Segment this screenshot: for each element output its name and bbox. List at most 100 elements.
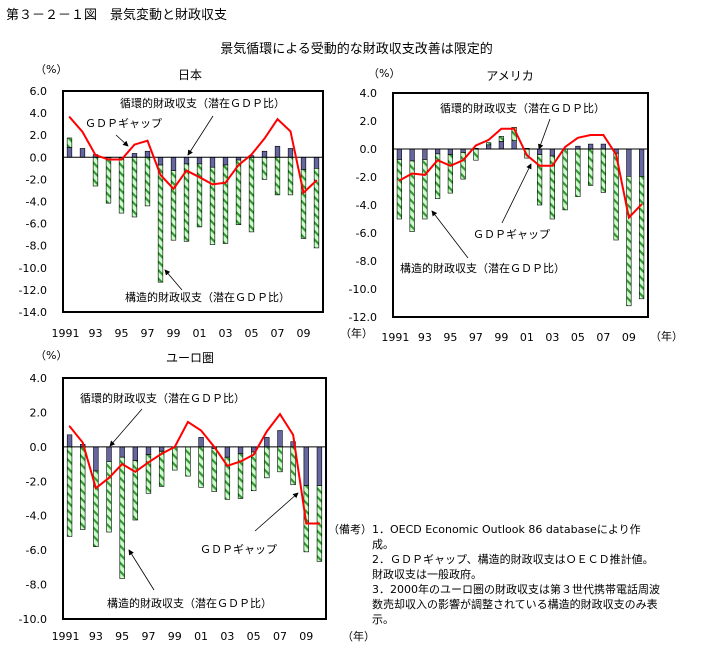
y-tick-label: 4.0 <box>30 107 48 120</box>
figure-subtitle: 景気循環による受動的な財政収支改善は限定的 <box>220 42 493 57</box>
panel-title: ユーロ圏 <box>166 351 214 365</box>
notes-label: （備考） <box>328 523 372 536</box>
gdp-gap-point <box>398 179 401 182</box>
cyclical-balance-bar <box>600 143 606 150</box>
x-tick-label: 05 <box>247 630 261 643</box>
y-tick-label: -6.0 <box>26 544 47 557</box>
gdp-gap-point <box>424 174 426 176</box>
cyclical-balance-bar <box>79 148 86 158</box>
gdp-gap-point <box>305 522 308 525</box>
structural-balance-bar <box>422 159 428 220</box>
y-tick-label: -8.0 <box>26 579 47 592</box>
gdp-gap-point <box>279 413 281 415</box>
cyclical-balance-bar <box>132 446 138 461</box>
x-tick-label: 93 <box>418 331 432 344</box>
x-tick-label: 05 <box>245 327 259 340</box>
series-annotation: 構造的財政収支（潜在ＧＤＰ比） <box>125 290 290 304</box>
gdp-gap-point <box>564 146 566 148</box>
gdp-gap-point <box>239 460 242 463</box>
gdp-gap-point <box>252 453 255 456</box>
structural-balance-bar <box>460 152 466 180</box>
structural-balance-bar <box>185 446 191 477</box>
gdp-gap-point <box>513 127 515 130</box>
cyclical-balance-bar <box>537 148 543 155</box>
x-tick-label: 03 <box>219 327 233 340</box>
structural-balance-bar <box>211 448 217 492</box>
x-tick-label: 1991 <box>52 327 80 340</box>
plot-frame <box>392 92 649 318</box>
gdp-gap-point <box>589 134 592 136</box>
chart-panel-1: アメリカ （%） （年） 4.0 2.0 0.0 -2.0 -4.0 -6.0 -8.0 -10.0… <box>349 67 683 344</box>
cyclical-balance-bar <box>183 157 190 165</box>
annotation-arrow <box>128 549 155 591</box>
structural-balance-bar <box>473 148 479 161</box>
cyclical-balance-bar <box>626 148 632 177</box>
cyclical-balance-bar <box>274 145 281 158</box>
y-tick-label: -12.0 <box>19 284 47 297</box>
x-tick-label: 09 <box>299 630 313 643</box>
gdp-gap-point <box>462 159 464 161</box>
gdp-gap-point <box>173 446 176 448</box>
cyclical-balance-bar <box>486 144 492 150</box>
gdp-gap-point <box>81 441 84 444</box>
cyclical-balance-bar <box>460 148 466 153</box>
cyclical-balance-bar <box>549 148 555 157</box>
annotation-arrow <box>109 408 143 447</box>
plot-frame <box>62 377 327 620</box>
cyclical-balance-bar <box>303 446 309 486</box>
gdp-gap-line <box>398 127 643 220</box>
structural-balance-bar <box>119 456 125 579</box>
cyclical-balance-bar <box>287 148 294 158</box>
y-axis-label: （%） <box>35 63 67 76</box>
annotation-arrow <box>538 118 551 150</box>
series-annotation: ＧＤＰギャップ <box>200 543 277 556</box>
cyclical-balance-bar <box>66 434 73 448</box>
series-annotation: 循環的財政収支（潜在ＧＤＰ比） <box>120 96 285 110</box>
gdp-gap-point <box>172 187 175 190</box>
gdp-gap-point <box>449 165 452 167</box>
x-tick-label: 97 <box>469 331 483 344</box>
cyclical-balance-bar <box>264 437 270 448</box>
y-tick-label: -2.0 <box>26 173 47 186</box>
cyclical-balance-bar <box>222 157 229 166</box>
gdp-gap-point <box>134 471 137 473</box>
structural-balance-bar <box>224 456 231 500</box>
cyclical-balance-bar <box>196 157 203 165</box>
structural-balance-bar <box>639 176 645 300</box>
series-annotation: ＧＤＰギャップ <box>85 117 162 130</box>
gdp-gap-line <box>68 116 318 195</box>
chart-panel-2: ユーロ圏 （%） （年） 4.0 2.0 0.0 -2.0 -4.0 -6.0 -8.0 -10.0… <box>19 349 375 643</box>
structural-balance-bar <box>313 168 320 249</box>
gdp-gap-point <box>68 425 71 428</box>
x-tick-label: 01 <box>194 630 208 643</box>
structural-balance-bar <box>447 154 453 194</box>
structural-balance-bar <box>144 157 151 207</box>
structural-balance-bar <box>92 157 99 187</box>
x-tick-label: 1991 <box>381 331 409 344</box>
gdp-gap-point <box>224 181 227 184</box>
structural-balance-bar <box>549 155 555 220</box>
structural-balance-bar <box>287 157 294 196</box>
cyclical-balance-bar <box>498 141 504 150</box>
y-tick-label: 0.0 <box>30 441 48 454</box>
structural-balance-bar <box>93 470 99 548</box>
gdp-gap-point <box>226 464 229 467</box>
x-tick-label: 01 <box>193 327 207 340</box>
cyclical-balance-bar <box>396 148 402 160</box>
figure-title: 第３－２－１図 景気変動と財政収支 <box>6 8 228 23</box>
gdp-gap-point <box>266 430 268 433</box>
series-annotation: 構造的財政収支（潜在ＧＤＰ比） <box>400 261 565 275</box>
structural-balance-bar <box>600 148 606 193</box>
structural-balance-bar <box>80 446 86 530</box>
cyclical-balance-bar <box>316 446 323 486</box>
gdp-gap-point <box>213 446 216 448</box>
gdp-gap-point <box>640 203 643 206</box>
gdp-gap-point <box>108 477 110 479</box>
gdp-gap-point <box>411 172 413 175</box>
y-tick-label: 0.0 <box>30 151 48 164</box>
y-tick-label: 4.0 <box>30 372 48 385</box>
cyclical-balance-bar <box>300 157 307 170</box>
gdp-gap-point <box>615 153 617 156</box>
y-tick-label: 6.0 <box>30 85 48 98</box>
